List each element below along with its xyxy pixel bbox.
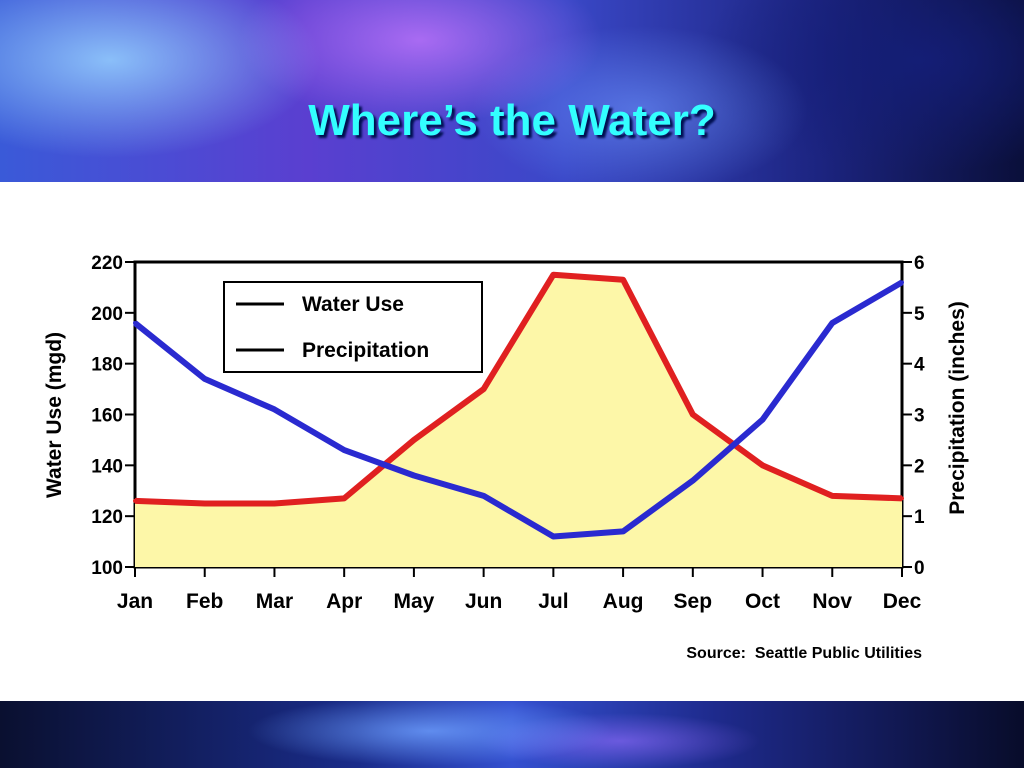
x-tick-label: Jun [465,590,502,613]
y2-tick-label: 2 [914,456,925,477]
legend-box [223,281,483,373]
water-use-point [342,496,347,501]
source-note: Source: Seattle Public Utilities [686,645,922,662]
water-use-point [272,501,277,506]
water-use-point [690,412,695,417]
precipitation-point [690,478,695,483]
water-use-point [760,463,765,468]
precipitation-line [133,279,904,540]
y-tick-label: 140 [91,456,123,477]
y2-tick-label: 4 [914,355,925,376]
precipitation-point [272,407,277,412]
y2-tick-label: 0 [914,558,925,579]
y2-tick-label: 6 [914,253,925,274]
water-use-point [900,496,904,501]
x-tick-label: Mar [256,590,293,613]
x-tick-label: Apr [326,590,362,613]
water-use-point [133,498,137,503]
y-tick-label: 180 [91,355,123,376]
precipitation-point [760,417,765,422]
water-use-point [411,437,416,442]
legend-label: Water Use [302,293,404,316]
y2-tick-label: 5 [914,304,925,325]
y-tick-label: 220 [91,253,123,274]
y-tick-label: 100 [91,558,123,579]
x-tick-label: Jan [117,590,153,613]
precipitation-point [551,534,556,539]
water-use-point [830,493,835,498]
precipitation-point [133,321,137,325]
y2-axis-title: Precipitation (inches) [946,301,969,515]
x-tick-label: Aug [603,590,644,613]
precipitation-point [202,376,207,381]
precipitation-point [900,280,904,285]
x-tick-label: Oct [745,590,780,613]
slide-title: Where’s the Water? [308,96,716,145]
precipitation-point [342,448,347,453]
y-tick-label: 120 [91,507,123,528]
y-axis-title: Water Use (mgd) [43,332,66,498]
water-use-line [134,271,903,507]
y2-tick-label: 3 [914,406,925,427]
precipitation-point [481,493,486,498]
legend-label: Precipitation [302,339,429,362]
water-use-point [481,387,486,392]
x-tick-label: Jul [538,590,568,613]
precipitation-point [411,473,416,478]
y-tick-label: 200 [91,304,123,325]
x-tick-label: May [393,590,434,613]
water-use-point [202,501,207,506]
x-tick-label: Sep [674,590,713,613]
x-tick-label: Dec [883,590,922,613]
y-tick-label: 160 [91,406,123,427]
water-use-point [551,272,556,277]
water-use-area [135,274,902,567]
water-use-point [621,277,626,282]
y2-tick-label: 1 [914,507,925,528]
precipitation-point [621,529,626,534]
precipitation-point [830,321,835,325]
title-banner [0,0,1024,182]
x-tick-label: Nov [812,590,852,613]
x-tick-label: Feb [186,590,223,613]
footer-banner [0,701,1024,768]
